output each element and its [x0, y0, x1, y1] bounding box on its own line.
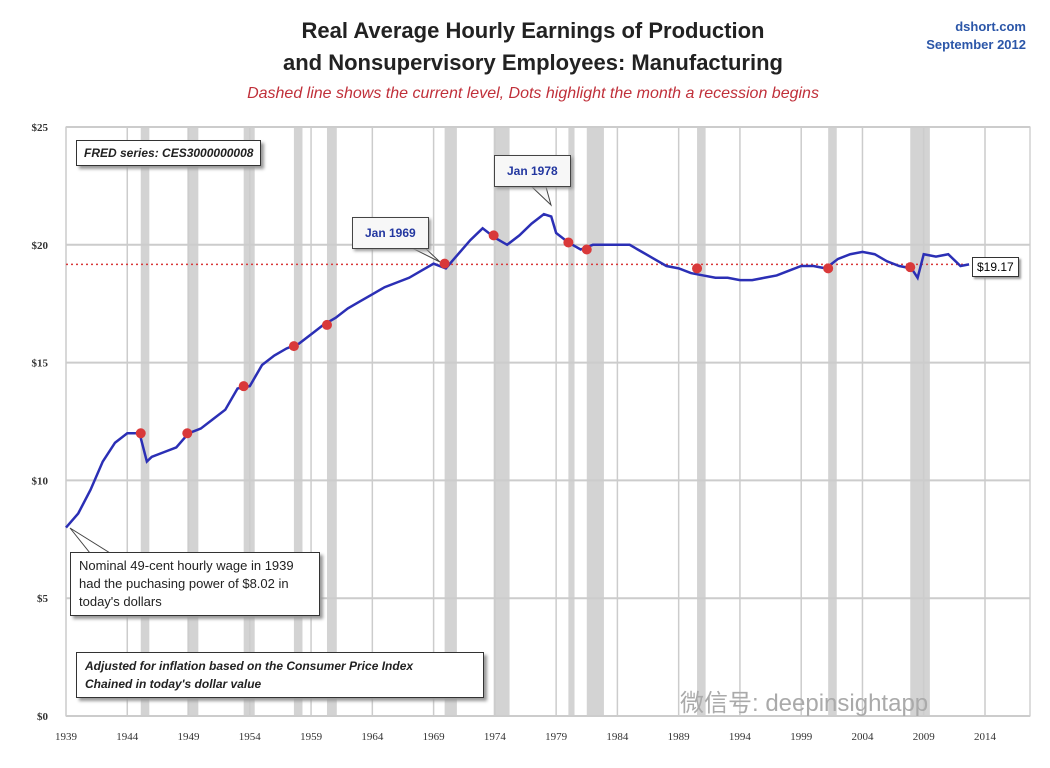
- x-tick-label: 2004: [851, 731, 874, 743]
- x-tick-label: 1969: [423, 731, 446, 743]
- recession-dot: [238, 381, 249, 392]
- x-tick-label: 1984: [606, 731, 629, 743]
- x-tick-label: 1989: [668, 731, 691, 743]
- recession-dot: [135, 428, 146, 439]
- recession-band: [326, 127, 337, 716]
- callout-jan-1978: Jan 1978: [494, 155, 571, 187]
- recession-band: [140, 127, 150, 716]
- recession-band: [187, 127, 199, 716]
- x-tick-label: 1944: [116, 731, 139, 743]
- y-tick-label: $25: [32, 122, 49, 134]
- callout-pointer-1978: [530, 186, 552, 207]
- x-tick-label: 2009: [913, 731, 936, 743]
- y-tick-label: $20: [32, 240, 49, 252]
- recession-band: [293, 127, 303, 716]
- recession-dot: [288, 341, 299, 352]
- y-tick-label: $10: [32, 475, 49, 487]
- recession-band: [568, 127, 575, 716]
- recession-dot: [439, 258, 450, 269]
- y-tick-label: $0: [37, 711, 49, 723]
- plot-area: [65, 126, 1031, 717]
- y-tick-label: $5: [37, 593, 49, 605]
- chart-title-line1: Real Average Hourly Earnings of Producti…: [301, 18, 765, 43]
- recession-dot: [182, 428, 193, 439]
- recession-dot: [905, 262, 916, 273]
- inflation-note: Adjusted for inflation based on the Cons…: [76, 652, 484, 698]
- recession-dot: [581, 244, 592, 255]
- recession-dot: [692, 263, 703, 274]
- inflation-note-line2: Chained in today's dollar value: [85, 677, 262, 691]
- x-tick-label: 1994: [729, 731, 752, 743]
- y-tick-label: $15: [32, 358, 49, 370]
- watermark: 微信号: deepinsightapp: [680, 690, 929, 717]
- nominal-wage-note: Nominal 49-cent hourly wage in 1939 had …: [70, 552, 320, 616]
- callout-jan-1969: Jan 1969: [352, 217, 429, 249]
- inflation-note-line1: Adjusted for inflation based on the Cons…: [85, 659, 414, 673]
- x-tick-label: 1974: [484, 731, 507, 743]
- current-level-label: $19.17: [972, 257, 1019, 277]
- recession-dot: [321, 319, 332, 330]
- recession-dot: [823, 263, 834, 274]
- x-tick-label: 1999: [790, 731, 813, 743]
- source-date: September 2012: [926, 37, 1026, 52]
- x-tick-label: 1949: [178, 731, 201, 743]
- recession-band: [697, 127, 706, 716]
- recession-band: [586, 127, 604, 716]
- fred-series-label: FRED series: CES3000000008: [76, 140, 262, 166]
- recession-dot: [488, 230, 499, 241]
- recession-band: [910, 127, 930, 716]
- x-tick-label: 2014: [974, 731, 997, 743]
- x-tick-label: 1959: [300, 731, 323, 743]
- x-tick-label: 1979: [545, 731, 568, 743]
- x-tick-label: 1954: [239, 731, 262, 743]
- chart-subtitle: Dashed line shows the current level, Dot…: [247, 85, 819, 102]
- recession-band: [828, 127, 837, 716]
- source-label: dshort.com September 2012: [924, 18, 1026, 54]
- recession-band: [493, 127, 510, 716]
- chart-title-line2: and Nonsupervisory Employees: Manufactur…: [283, 50, 783, 75]
- recession-band: [444, 127, 457, 716]
- source-site: dshort.com: [955, 19, 1026, 34]
- x-tick-label: 1964: [361, 731, 384, 743]
- recession-dot: [563, 237, 574, 248]
- x-tick-label: 1939: [55, 731, 78, 743]
